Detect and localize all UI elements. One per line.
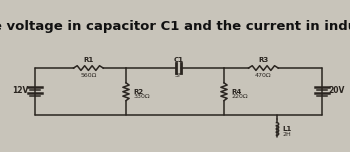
Text: R2: R2 bbox=[134, 89, 144, 95]
Text: 20V: 20V bbox=[329, 86, 345, 95]
Text: 2H: 2H bbox=[283, 132, 292, 137]
Text: Find the voltage in capacitor C1 and the current in inductor L1: Find the voltage in capacitor C1 and the… bbox=[0, 20, 350, 33]
Text: 12V: 12V bbox=[12, 86, 28, 95]
Text: R4: R4 bbox=[232, 89, 242, 95]
Text: 560Ω: 560Ω bbox=[80, 73, 97, 78]
Text: 330Ω: 330Ω bbox=[134, 94, 150, 99]
Text: C1: C1 bbox=[174, 57, 183, 63]
Text: R1: R1 bbox=[83, 57, 93, 63]
Text: 3F: 3F bbox=[175, 73, 182, 78]
Text: 470Ω: 470Ω bbox=[255, 73, 272, 78]
Text: 220Ω: 220Ω bbox=[232, 94, 248, 99]
Text: L1: L1 bbox=[283, 126, 292, 132]
Text: R3: R3 bbox=[258, 57, 268, 63]
